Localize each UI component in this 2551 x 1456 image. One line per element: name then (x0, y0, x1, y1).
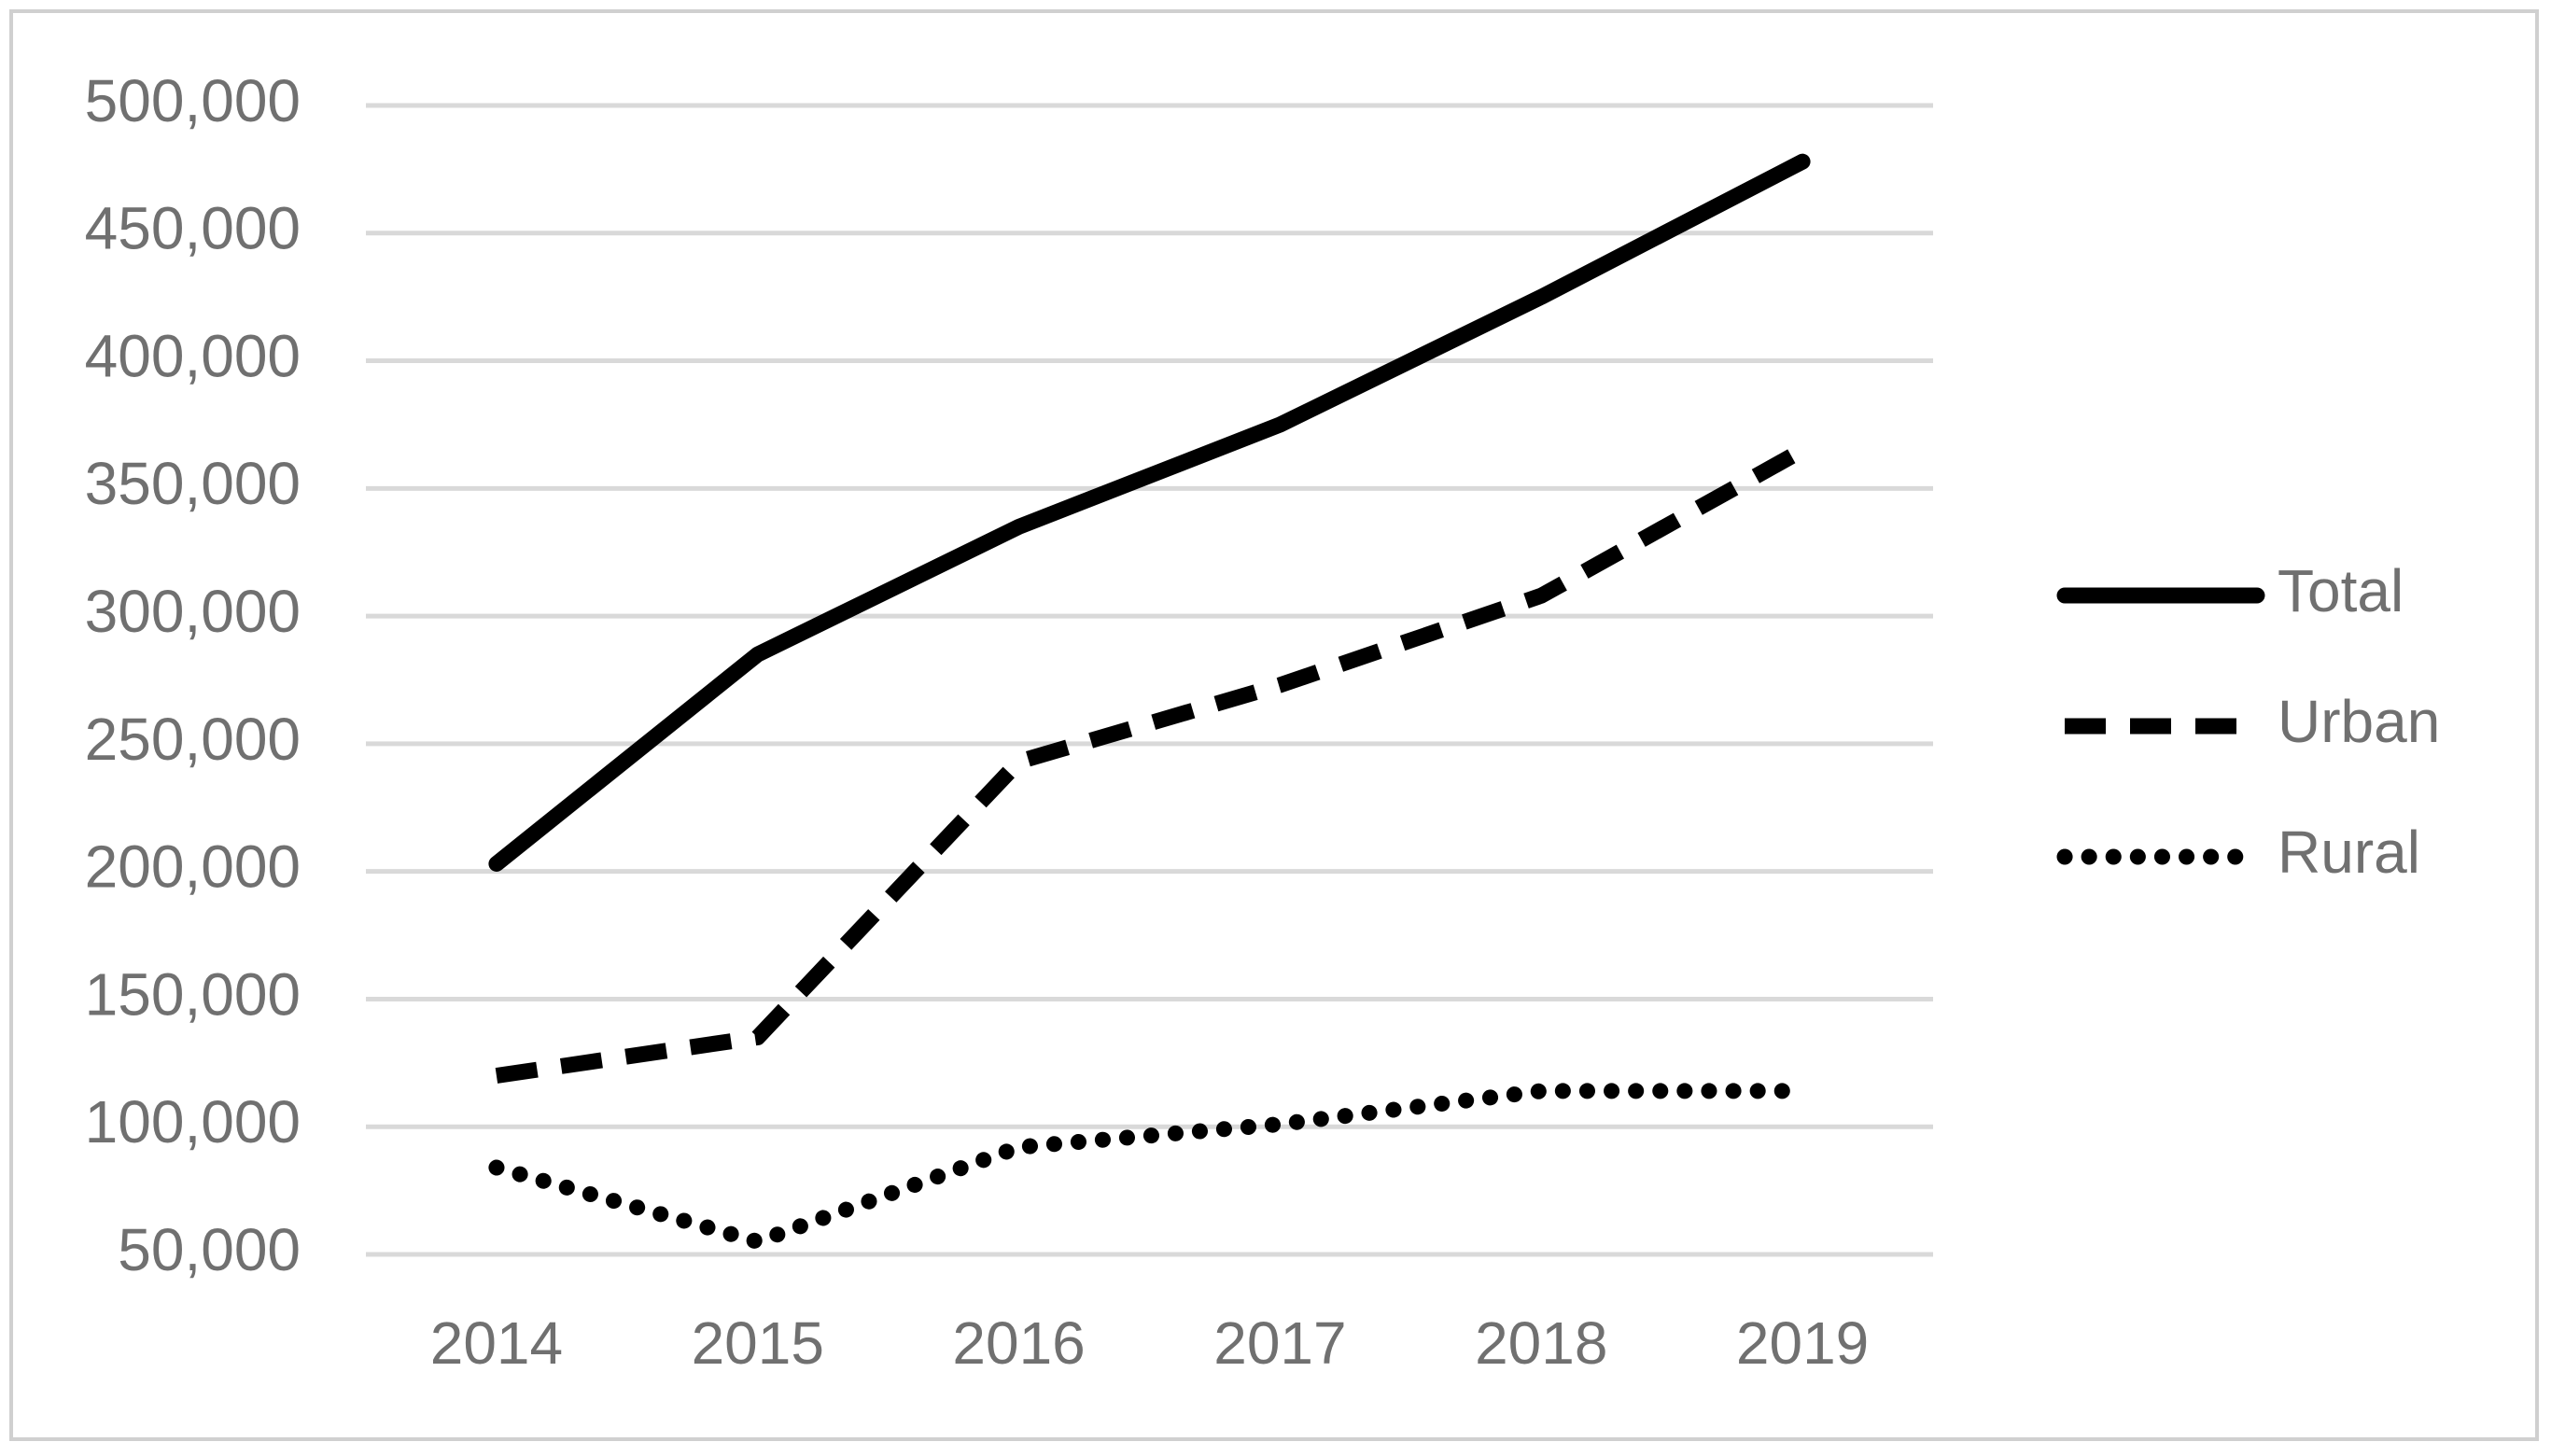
y-tick-label: 250,000 (85, 706, 301, 773)
x-tick-label: 2018 (1475, 1309, 1607, 1377)
y-tick-label: 50,000 (118, 1216, 301, 1283)
legend-label: Rural (2278, 819, 2420, 886)
y-tick-label: 400,000 (85, 322, 301, 389)
y-tick-label: 300,000 (85, 578, 301, 645)
x-tick-label: 2016 (952, 1309, 1085, 1377)
x-tick-label: 2015 (692, 1309, 824, 1377)
series-line (488, 1083, 1811, 1250)
y-tick-label: 450,000 (85, 195, 301, 262)
x-tick-label: 2014 (430, 1309, 563, 1377)
y-tick-label: 350,000 (85, 450, 301, 517)
legend-label: Urban (2278, 688, 2440, 755)
y-tick-label: 500,000 (85, 67, 301, 134)
x-tick-label: 2017 (1213, 1309, 1346, 1377)
chart-frame (9, 9, 2539, 1441)
y-tick-label: 200,000 (85, 833, 301, 901)
y-tick-label: 100,000 (85, 1088, 301, 1155)
series-line (488, 153, 1811, 872)
legend-label: Total (2278, 557, 2404, 624)
y-tick-label: 150,000 (85, 960, 301, 1028)
x-tick-label: 2019 (1736, 1309, 1869, 1377)
series-line (495, 442, 1807, 1084)
